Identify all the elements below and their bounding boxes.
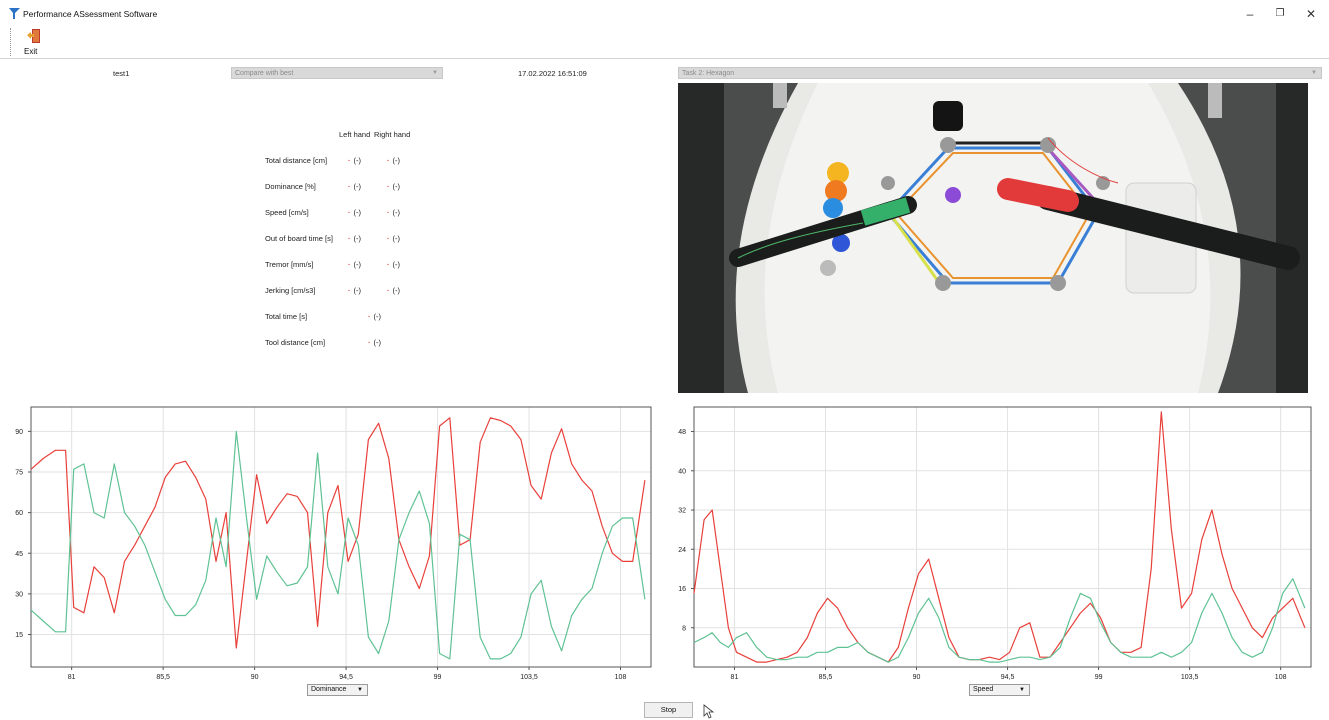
exit-door-icon xyxy=(27,29,40,43)
toolbar: Exit xyxy=(0,26,1329,59)
plot-border xyxy=(30,406,652,668)
series-line-green xyxy=(693,578,1306,663)
exit-label: Exit xyxy=(24,47,38,56)
speed-metric-select[interactable]: Speed ▼ xyxy=(969,684,1030,696)
restore-button[interactable]: ❐ xyxy=(1275,8,1285,19)
dominance-chart: 81 85,5 90 94,5 99 103,5 108 15 30 45 60 75 90 xyxy=(15,406,652,680)
metric-label: Jerking [cm/s3] xyxy=(265,286,316,295)
task-select-value: Task 2: Hexagon xyxy=(682,70,735,77)
x-tick-label: 108 xyxy=(615,674,627,680)
metric-value: · (-) xyxy=(368,312,381,321)
metric-left-value: · (-) xyxy=(348,182,361,191)
y-tick-label: 15 xyxy=(15,632,23,639)
metric-label: Total time [s] xyxy=(265,312,308,321)
metric-label: Out of board time [s] xyxy=(265,234,333,243)
metric-label: Dominance [%] xyxy=(265,182,316,191)
x-tick-label: 90 xyxy=(251,674,259,680)
right-hand-header: Right hand xyxy=(374,130,411,139)
series-line-red xyxy=(30,417,646,649)
minimize-button[interactable]: – xyxy=(1246,7,1254,21)
plot-area xyxy=(693,406,1312,668)
y-tick-label: 75 xyxy=(15,470,23,477)
title-bar: Performance ASsessment Software – ❐ ✕ xyxy=(0,0,1329,26)
session-datetime: 17.02.2022 16:51:09 xyxy=(518,69,587,78)
x-tick-label: 103,5 xyxy=(1181,674,1199,680)
metric-right-value: · (-) xyxy=(387,182,400,191)
y-tick-label: 45 xyxy=(15,551,23,558)
x-tick-label: 81 xyxy=(731,674,739,680)
metric-label: Speed [cm/s] xyxy=(265,208,309,217)
x-tick-label: 94,5 xyxy=(339,674,353,680)
exit-button[interactable]: Exit xyxy=(20,27,50,57)
y-tick-label: 90 xyxy=(15,429,23,436)
x-tick-label: 99 xyxy=(434,674,442,680)
compare-select-value: Compare with best xyxy=(235,70,294,77)
mouse-cursor-icon xyxy=(703,704,715,719)
dominance-metric-select[interactable]: Dominance ▼ xyxy=(307,684,368,696)
camera-frame-image xyxy=(678,83,1308,393)
speed-chart: 81 85,5 90 94,5 99 103,5 108 8 16 24 32 40 48 xyxy=(678,406,1312,680)
y-tick-label: 24 xyxy=(678,547,686,554)
chevron-down-icon: ▼ xyxy=(432,70,438,76)
metric-left-value: · (-) xyxy=(348,156,361,165)
video-panel xyxy=(678,83,1308,393)
task-select[interactable]: Task 2: Hexagon ▼ xyxy=(678,67,1322,79)
x-tick-label: 108 xyxy=(1275,674,1287,680)
close-button[interactable]: ✕ xyxy=(1305,7,1317,21)
x-tick-label: 99 xyxy=(1095,674,1103,680)
metric-right-value: · (-) xyxy=(387,156,400,165)
x-tick-label: 81 xyxy=(68,674,76,680)
series-line-red xyxy=(693,411,1306,663)
compare-select[interactable]: Compare with best ▼ xyxy=(231,67,443,79)
y-tick-label: 32 xyxy=(678,508,686,515)
metric-left-value: · (-) xyxy=(348,260,361,269)
session-name: test1 xyxy=(113,69,130,78)
metric-value: · (-) xyxy=(368,338,381,347)
metric-right-value: · (-) xyxy=(387,234,400,243)
left-hand-header: Left hand xyxy=(339,130,371,139)
dominance-select-value: Dominance xyxy=(311,686,347,693)
toolbar-grip xyxy=(10,28,13,56)
x-tick-label: 90 xyxy=(913,674,921,680)
y-tick-label: 30 xyxy=(15,591,23,598)
metric-left-value: · (-) xyxy=(348,286,361,295)
y-tick-label: 60 xyxy=(15,510,23,517)
metric-left-value: · (-) xyxy=(348,234,361,243)
plot-area xyxy=(30,406,652,668)
metric-label: Total distance [cm] xyxy=(265,156,328,165)
y-tick-label: 16 xyxy=(678,586,686,593)
y-tick-label: 48 xyxy=(678,429,686,436)
stop-button[interactable]: Stop xyxy=(644,702,693,718)
metric-label: Tremor [mm/s] xyxy=(265,260,314,269)
metric-label: Tool distance [cm] xyxy=(265,338,326,347)
metric-right-value: · (-) xyxy=(387,208,400,217)
y-tick-label: 40 xyxy=(678,468,686,475)
chevron-down-icon: ▼ xyxy=(357,687,363,693)
window-title: Performance ASsessment Software xyxy=(23,9,158,19)
y-tick-label: 8 xyxy=(682,625,686,632)
app-logo-icon xyxy=(9,8,20,19)
x-tick-label: 85,5 xyxy=(819,674,833,680)
x-tick-label: 103,5 xyxy=(520,674,538,680)
plot-border xyxy=(693,406,1312,668)
chevron-down-icon: ▼ xyxy=(1019,687,1025,693)
chevron-down-icon: ▼ xyxy=(1311,70,1317,76)
series-line-green xyxy=(30,430,646,660)
metric-right-value: · (-) xyxy=(387,286,400,295)
x-tick-label: 85,5 xyxy=(156,674,170,680)
x-tick-label: 94,5 xyxy=(1001,674,1015,680)
metric-right-value: · (-) xyxy=(387,260,400,269)
metric-left-value: · (-) xyxy=(348,208,361,217)
speed-select-value: Speed xyxy=(973,686,994,693)
